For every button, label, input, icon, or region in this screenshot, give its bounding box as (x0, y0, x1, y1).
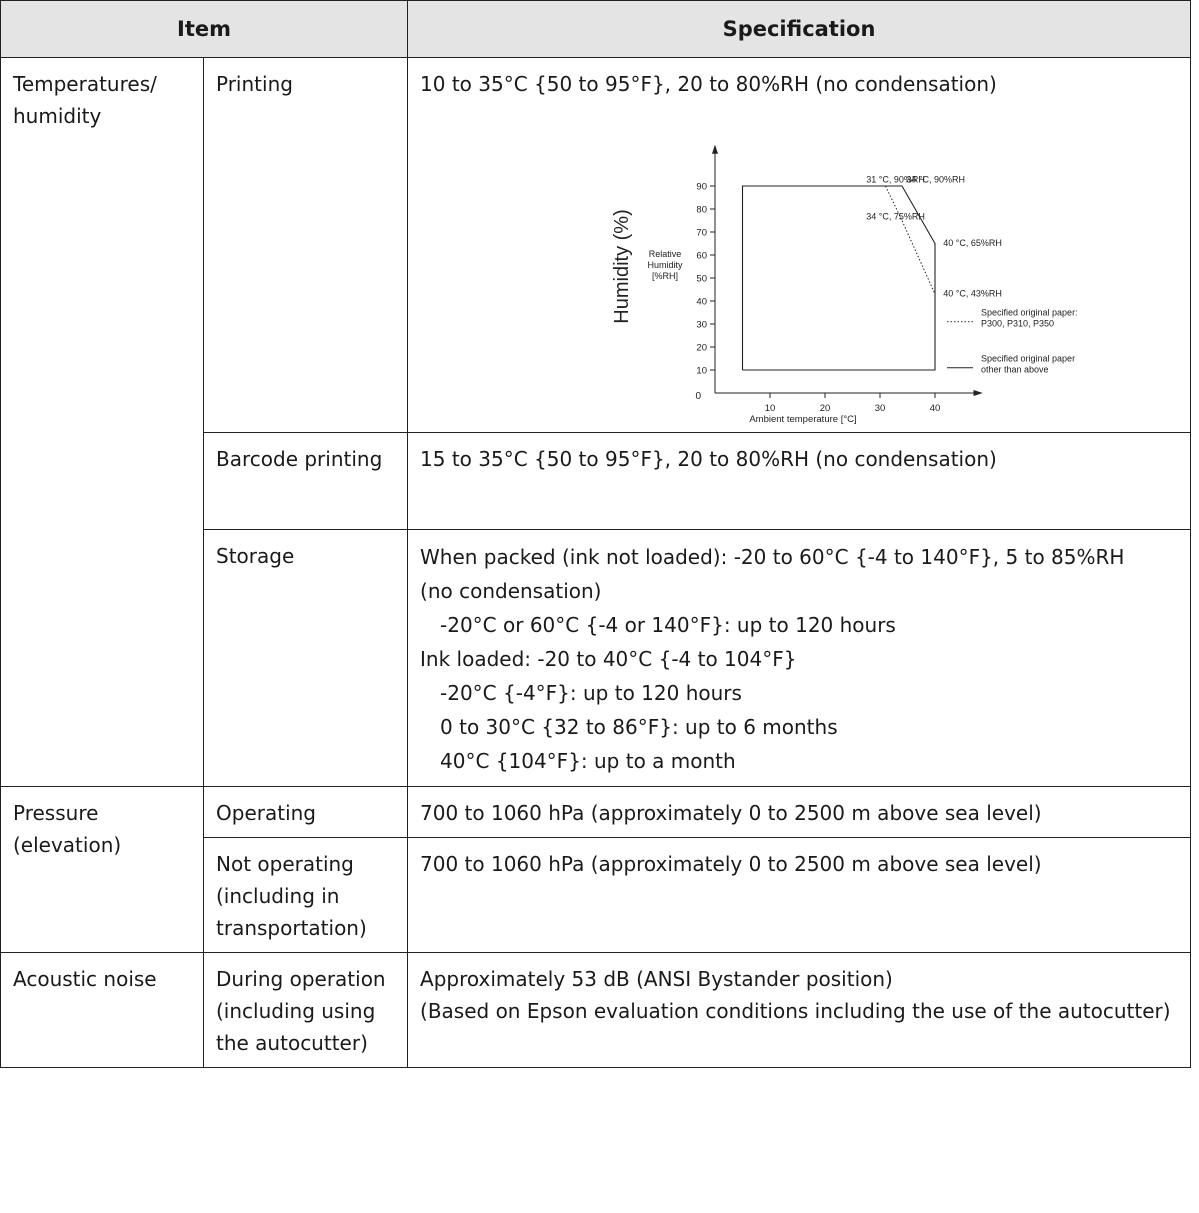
table-row: Storage When packed (ink not loaded): -2… (1, 529, 1192, 787)
table-row: Temperatures/ humidity Printing 10 to 35… (0, 57, 1192, 787)
table-row: Pressure (elevation) Operating 700 to 10… (0, 786, 1192, 953)
x-tick-label: 10 (765, 403, 776, 414)
y-tick-label: 40 (696, 297, 707, 308)
y-tick-label: 90 (696, 182, 707, 193)
y-tick-label: 60 (696, 251, 707, 262)
data-annotation: 40 °C, 43%RH (943, 288, 1002, 298)
y-tick-label: 30 (696, 320, 707, 331)
x-axis-arrow (973, 390, 983, 396)
sub-label-storage: Storage (202, 529, 409, 787)
data-annotation: 34 °C, 75%RH (866, 211, 925, 221)
header-specification: Specification (407, 0, 1192, 58)
series-line-dotted (885, 185, 936, 295)
header-row: Item Specification (0, 0, 1192, 58)
row-label-pressure: Pressure (elevation) (0, 786, 204, 953)
sub-label-not-operating: Not operating (including in transportati… (202, 837, 409, 953)
humidity-chart-svg: 0 90 80 70 60 50 40 30 20 10 10 20 30 40 Relative Humid… (611, 144, 1078, 446)
legend-entry: Specified original paper other than above (981, 354, 1075, 375)
noise-line: (Based on Epson evaluation conditions in… (420, 999, 1171, 1023)
storage-line: (no condensation) (420, 579, 602, 603)
spec-noise: Approximately 53 dB (ANSI Bystander posi… (407, 952, 1192, 1068)
data-annotation: 34 °C, 90%RH (906, 175, 965, 185)
sub-label-during: During operation (including using the au… (202, 952, 409, 1068)
spec-storage: When packed (ink not loaded): -20 to 60°… (407, 529, 1192, 787)
row-label-temperature: Temperatures/ humidity (0, 57, 204, 787)
series-line-solid (741, 185, 936, 371)
spec-printing-text: 10 to 35°C {50 to 95°F}, 20 to 80%RH (no… (420, 72, 997, 96)
y-tick-label: 70 (696, 228, 707, 239)
table-row: Acoustic noise During operation (includi… (0, 952, 1192, 1068)
data-annotation: 31 °C, 90%RH (866, 175, 925, 185)
sub-label-barcode: Barcode printing (202, 432, 409, 530)
x-tick-label: 30 (875, 403, 886, 414)
y-axis-label-inner: Relative Humidity [%RH] (648, 249, 684, 281)
spec-printing: 10 to 35°C {50 to 95°F}, 20 to 80%RH (no… (407, 57, 1192, 446)
storage-line: 40°C {104°F}: up to a month (440, 749, 736, 773)
sub-label-operating: Operating (202, 786, 409, 838)
y-tick-label: 20 (696, 343, 707, 354)
storage-line: 0 to 30°C {32 to 86°F}: up to 6 months (440, 715, 838, 739)
storage-line: -20°C or 60°C {-4 or 140°F}: up to 120 h… (440, 613, 896, 637)
origin-label: 0 (695, 391, 701, 402)
legend-entry: Specified original paper: P300, P310, P35… (981, 308, 1078, 329)
y-axis-label-outer: Humidity (%) (611, 209, 633, 323)
table-row: Not operating (including in transportati… (1, 837, 1192, 953)
y-axis-arrow (712, 144, 719, 154)
spec-operating: 700 to 1060 hPa (approximately 0 to 2500… (407, 786, 1192, 838)
data-annotation: 40 °C, 65%RH (943, 238, 1002, 248)
y-tick-label: 50 (696, 274, 707, 285)
storage-line: -20°C {-4°F}: up to 120 hours (440, 681, 742, 705)
spec-not-operating: 700 to 1060 hPa (approximately 0 to 2500… (407, 837, 1192, 953)
header-item: Item (0, 0, 409, 58)
spec-barcode: 15 to 35°C {50 to 95°F}, 20 to 80%RH (no… (407, 432, 1192, 530)
storage-line: Ink loaded: -20 to 40°C {-4 to 104°F} (420, 647, 797, 671)
x-axis-label-inner: Ambient temperature [°C] (749, 414, 856, 424)
y-tick-label: 10 (696, 366, 707, 377)
spec-table: Item Specification Temperatures/ humidit… (0, 0, 1192, 1068)
x-tick-label: 20 (820, 403, 831, 414)
y-tick-label: 80 (696, 205, 707, 216)
storage-line: When packed (ink not loaded): -20 to 60°… (420, 545, 1125, 569)
x-tick-label: 40 (930, 403, 941, 414)
row-label-noise: Acoustic noise (0, 952, 204, 1068)
sub-label-printing: Printing (202, 57, 409, 433)
table-row: Barcode printing 15 to 35°C {50 to 95°F}… (1, 432, 1192, 530)
noise-line: Approximately 53 dB (ANSI Bystander posi… (420, 967, 893, 991)
humidity-chart: 0 90 80 70 60 50 40 30 20 10 10 20 30 40 Relative Humid… (420, 106, 1178, 446)
